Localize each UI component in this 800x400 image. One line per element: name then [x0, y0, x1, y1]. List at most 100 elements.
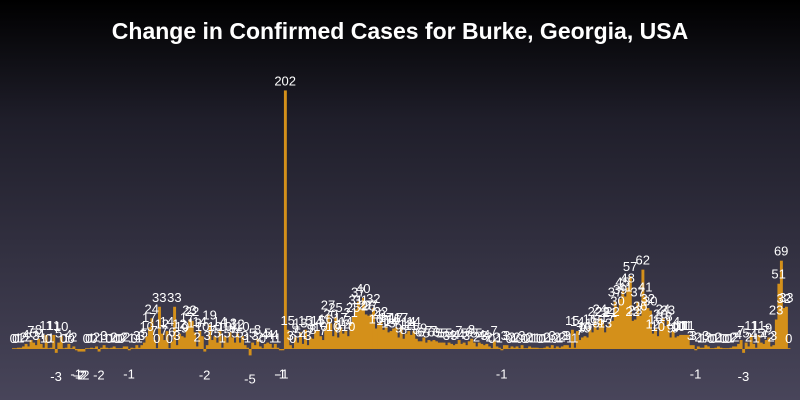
data-label: 11 [39, 318, 53, 333]
data-label: 2 [694, 329, 701, 344]
data-label: 16 [369, 312, 383, 327]
data-label: 45 [615, 274, 629, 289]
bar [97, 349, 101, 352]
bar [618, 299, 622, 349]
data-label: 1 [40, 331, 47, 346]
data-label: 5 [214, 326, 221, 341]
bar [389, 331, 393, 349]
data-label: 17 [379, 310, 393, 325]
data-label: 0 [722, 331, 729, 346]
bar [445, 345, 448, 349]
bar [369, 314, 373, 349]
data-label: 32 [641, 291, 655, 306]
data-label: 3 [173, 328, 180, 343]
bar [316, 329, 320, 349]
bar [711, 348, 715, 349]
data-label: 7 [151, 323, 158, 338]
bar [460, 343, 464, 349]
data-label: 10 [207, 319, 221, 334]
bar [540, 348, 544, 349]
bar [402, 338, 406, 349]
data-label: 3 [463, 328, 470, 343]
data-label: 15 [376, 313, 390, 328]
data-label: 5 [435, 326, 442, 341]
bar [304, 329, 307, 349]
data-label: 14 [570, 314, 584, 329]
bar [309, 337, 313, 349]
data-label: 9 [395, 320, 402, 335]
data-label: 0 [130, 331, 137, 346]
data-label: 3 [501, 328, 508, 343]
data-label: 22 [588, 304, 602, 319]
data-label: 0 [720, 331, 727, 346]
bar [664, 325, 668, 349]
bar [701, 347, 705, 349]
bar [354, 309, 358, 349]
bar [100, 347, 104, 349]
bar [465, 345, 469, 349]
bar [502, 345, 506, 349]
bar [112, 346, 116, 349]
data-label: 0 [259, 331, 266, 346]
data-label: 0 [90, 331, 97, 346]
data-label: 9 [579, 320, 586, 335]
data-label: 2 [705, 329, 712, 344]
data-label: 57 [623, 259, 637, 274]
data-label: 5 [249, 326, 256, 341]
bar [596, 329, 600, 349]
data-label: 9 [292, 320, 299, 335]
bar [397, 337, 401, 349]
bar [573, 347, 577, 349]
data-label: 6 [168, 324, 175, 339]
data-label: 3 [480, 328, 487, 343]
bar [387, 332, 391, 349]
data-label: 1 [546, 331, 553, 346]
data-label: -1 [496, 366, 508, 381]
bar [482, 345, 486, 349]
data-label: 6 [428, 324, 435, 339]
bar [253, 345, 257, 349]
data-label: 0 [85, 331, 92, 346]
bar [64, 347, 68, 349]
data-label: 22 [374, 304, 388, 319]
data-label: 8 [309, 322, 316, 337]
data-label: 13 [223, 315, 237, 330]
bar [477, 342, 481, 349]
bar [160, 333, 164, 349]
data-label: 9 [672, 320, 679, 335]
data-label: 1 [108, 331, 115, 346]
data-label: 12 [336, 317, 350, 332]
bar [213, 336, 217, 349]
data-label: 20 [371, 306, 385, 321]
data-label: 4 [478, 327, 485, 342]
data-label: 2 [193, 329, 200, 344]
data-label: -1 [70, 366, 82, 381]
bar [183, 337, 187, 349]
data-label: -1 [690, 366, 702, 381]
data-label: 9 [181, 320, 188, 335]
bar [306, 345, 310, 349]
data-label: 12 [172, 317, 186, 332]
bar [613, 301, 617, 349]
data-label: 4 [271, 327, 278, 342]
bar [140, 345, 144, 349]
bar [492, 340, 496, 349]
data-label: 17 [180, 310, 194, 325]
bar [12, 348, 15, 349]
data-label: 5 [30, 326, 37, 341]
bar [588, 328, 592, 349]
bar [696, 346, 700, 349]
bar [24, 343, 28, 349]
bar [530, 347, 534, 349]
bar [505, 345, 509, 349]
data-label: 0 [538, 331, 545, 346]
bar [241, 336, 245, 349]
bar [769, 346, 773, 349]
bar [631, 320, 635, 349]
data-label: 14 [192, 314, 206, 329]
bar [130, 347, 134, 349]
data-label: 2 [120, 329, 127, 344]
data-label: 0 [118, 331, 125, 346]
data-label: 15 [298, 313, 312, 328]
data-label: 5 [264, 326, 271, 341]
